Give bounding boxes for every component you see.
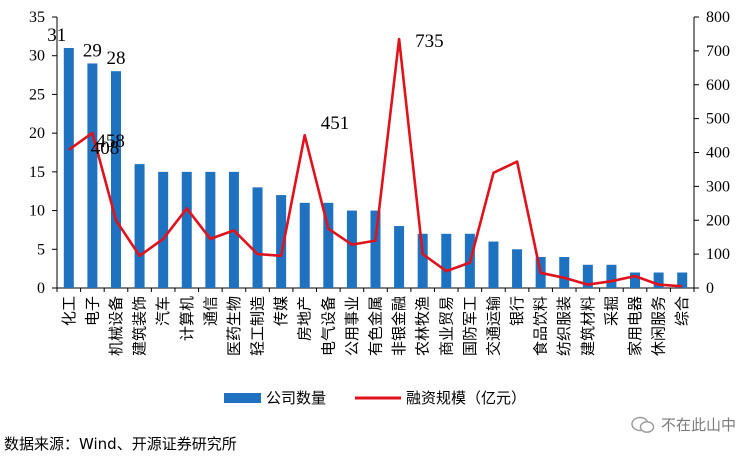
right-tick-label: 800 [706, 9, 730, 26]
bar [299, 202, 310, 288]
category-label: 国防军工 [461, 296, 479, 356]
bar [134, 164, 145, 288]
bar [346, 210, 357, 288]
bar [87, 63, 98, 289]
left-tick-label: 25 [29, 86, 45, 103]
bar [370, 210, 381, 288]
category-label: 电气设备 [319, 296, 337, 356]
left-tick-label: 0 [37, 280, 45, 297]
chat-bubble-icon [631, 416, 655, 433]
category-label: 采掘 [602, 296, 620, 326]
category-label: 医药生物 [225, 296, 243, 356]
line-series [68, 37, 683, 288]
category-label: 传媒 [272, 296, 290, 326]
right-tick-label: 500 [706, 111, 730, 128]
line-data-label: 735 [415, 31, 444, 52]
bar [512, 249, 523, 288]
category-label: 综合 [673, 296, 691, 326]
category-label: 化工 [60, 296, 78, 326]
bar [559, 257, 570, 288]
category-label: 通信 [201, 296, 219, 326]
left-tick-label: 5 [37, 241, 45, 258]
category-label: 电子 [83, 296, 101, 326]
right-tick-label: 200 [706, 212, 730, 229]
category-label: 农林牧渔 [414, 296, 432, 356]
line-data-label: 451 [321, 113, 350, 134]
source-note: 数据来源：Wind、开源证券研究所 [4, 435, 237, 453]
legend: 公司数量 融资规模（亿元） [224, 389, 526, 407]
line-data-label: 408 [91, 138, 120, 159]
bar [110, 71, 121, 288]
bar [394, 226, 405, 288]
line-data-label: 458 [96, 131, 125, 152]
legend-bar-swatch [224, 393, 261, 403]
line-path [68, 37, 683, 288]
category-label: 房地产 [296, 296, 314, 341]
left-tick-label: 30 [29, 48, 45, 65]
bar [488, 241, 499, 288]
right-tick-label: 600 [706, 77, 730, 94]
category-labels: 化工 电子 机械设备 建筑装饰 汽车 计算机 通信 医药生物 轻工制造 传媒 房地产 电气设备 公用事业… [60, 296, 691, 356]
bar [276, 195, 287, 288]
category-label: 有色金属 [367, 296, 385, 356]
category-label: 建筑材料 [579, 296, 597, 356]
left-tick-label: 35 [29, 9, 45, 26]
legend-bar-label: 公司数量 [266, 389, 326, 407]
left-tick-label: 15 [29, 164, 45, 181]
right-tick-label: 400 [706, 145, 730, 162]
category-label: 建筑装饰 [131, 296, 149, 356]
bar [677, 272, 688, 288]
bar [205, 171, 216, 288]
category-label: 休闲服务 [650, 296, 668, 356]
watermark-text: 不在此山中 [660, 416, 736, 434]
category-label: 交通运输 [484, 296, 502, 356]
right-tick-label: 100 [706, 246, 730, 263]
bar [323, 202, 334, 288]
category-label: 纺织服装 [555, 296, 573, 356]
watermark: 不在此山中 [631, 414, 736, 435]
bar-series [63, 47, 688, 289]
left-tick-label: 20 [29, 125, 45, 142]
bar-data-label: 29 [83, 40, 102, 61]
bar [582, 264, 593, 288]
bar [417, 233, 428, 288]
left-tick-label: 10 [29, 203, 45, 220]
category-label: 银行 [508, 296, 526, 326]
category-label: 公用事业 [343, 296, 361, 356]
axes: 0 5 10 15 20 25 30 35 0 100 200 300 400 500 600 700 800 [29, 9, 730, 297]
legend-line-label: 融资规模（亿元） [406, 389, 526, 407]
category-label: 食品饮料 [532, 296, 550, 356]
right-tick-label: 0 [706, 280, 714, 297]
category-label: 机械设备 [107, 296, 125, 356]
category-label: 汽车 [154, 296, 172, 326]
right-tick-label: 700 [706, 43, 730, 60]
bar-data-label: 31 [47, 25, 66, 46]
bar [181, 171, 192, 288]
category-label: 轻工制造 [249, 296, 267, 356]
right-tick-label: 300 [706, 178, 730, 195]
bar [630, 272, 641, 288]
bar [653, 272, 664, 288]
bar [441, 233, 452, 288]
bar [606, 264, 617, 288]
category-label: 计算机 [178, 296, 196, 341]
bar [252, 187, 263, 288]
bar [158, 171, 169, 288]
category-label: 商业贸易 [437, 296, 455, 356]
category-label: 家用电器 [626, 296, 644, 356]
bar-data-label: 28 [106, 48, 125, 69]
category-label: 非银金融 [390, 296, 408, 356]
bar [63, 47, 74, 288]
